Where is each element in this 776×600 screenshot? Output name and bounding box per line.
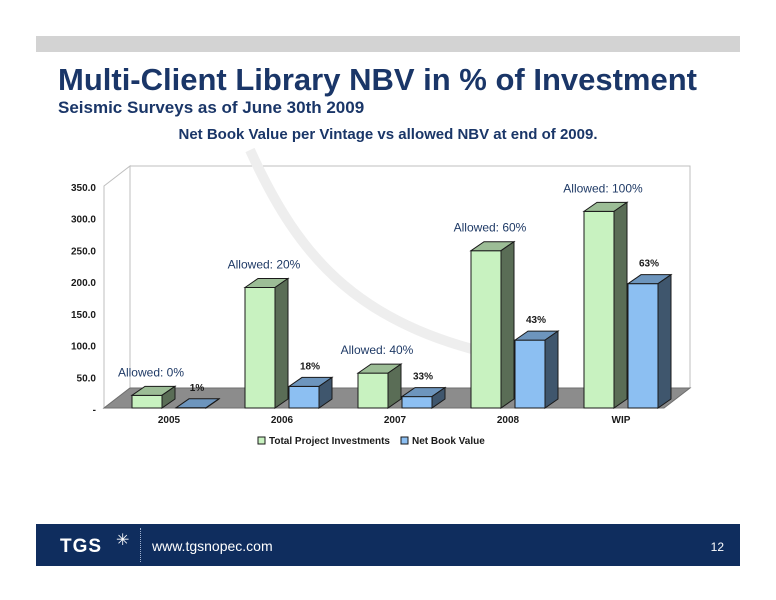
chart-title: Net Book Value per Vintage vs allowed NB… (178, 126, 598, 143)
tgs-logo: TGS (60, 536, 103, 557)
x-tick-label: WIP (612, 415, 631, 426)
legend-swatch-total (257, 436, 266, 445)
bar-net-book-value (626, 273, 673, 409)
nbv-percent-label: 63% (639, 259, 659, 270)
footer-bar: TGS ✳ www.tgsnopec.com 12 (36, 524, 740, 566)
legend-swatch-nbv (400, 436, 409, 445)
bar-net-book-value (174, 397, 221, 409)
y-tick-label: 50.0 (77, 373, 97, 384)
y-tick-label: 100.0 (71, 342, 96, 353)
page-number: 12 (710, 540, 724, 554)
y-tick-label: 350.0 (71, 183, 96, 194)
bar-net-book-value (400, 386, 447, 409)
website-link[interactable]: www.tgsnopec.com (152, 538, 273, 554)
legend-label-total: Total Project Investments (269, 436, 390, 447)
starburst-icon: ✳ (116, 532, 130, 549)
bar-net-book-value (287, 376, 334, 409)
nbv-percent-label: 33% (413, 372, 433, 383)
footer-divider (140, 528, 141, 562)
slide-title: Multi-Client Library NBV in % of Investm… (58, 62, 697, 97)
bar-total-investment (243, 277, 290, 409)
x-tick-label: 2006 (271, 415, 294, 426)
y-tick-label: 150.0 (71, 310, 96, 321)
bar-total-investment (469, 240, 516, 409)
bar-total-investment (356, 363, 403, 409)
slide-subtitle: Seismic Surveys as of June 30th 2009 (58, 98, 365, 117)
y-tick-label: 200.0 (71, 278, 96, 289)
nbv-percent-label: 43% (526, 315, 546, 326)
allowed-annotation: Allowed: 0% (118, 365, 184, 379)
legend-label-nbv: Net Book Value (412, 436, 485, 447)
bar-total-investment (582, 201, 629, 409)
background-swirl (245, 147, 521, 365)
y-tick-label: 250.0 (71, 246, 96, 257)
bar-net-book-value (513, 330, 560, 409)
bar-total-investment (130, 385, 177, 409)
y-tick-label: 300.0 (71, 215, 96, 226)
y-tick-label: - (93, 405, 96, 416)
header-bar (36, 36, 740, 52)
allowed-annotation: Allowed: 60% (454, 221, 527, 235)
nbv-percent-label: 18% (300, 361, 320, 372)
x-tick-label: 2005 (158, 415, 181, 426)
x-tick-label: 2007 (384, 415, 407, 426)
allowed-annotation: Allowed: 100% (563, 181, 643, 195)
nbv-percent-label: 1% (190, 383, 205, 394)
allowed-annotation: Allowed: 20% (228, 257, 301, 271)
x-tick-label: 2008 (497, 415, 520, 426)
allowed-annotation: Allowed: 40% (341, 343, 414, 357)
